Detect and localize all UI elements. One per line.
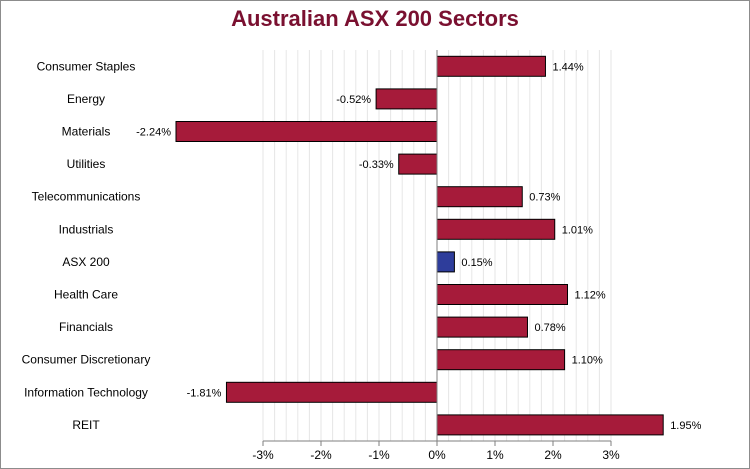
bar-materials	[175, 121, 438, 142]
category-label: Information Technology	[24, 385, 148, 399]
category-label: Materials	[62, 125, 111, 139]
category-label: Financials	[59, 320, 113, 334]
category-label: Utilities	[67, 157, 106, 171]
x-tick-label: -2%	[310, 448, 332, 462]
data-label: -0.33%	[359, 159, 394, 171]
bar-consumer-staples	[436, 55, 546, 77]
x-tick-label: -1%	[368, 448, 390, 462]
category-label: Energy	[67, 92, 105, 106]
bar-energy	[375, 88, 438, 110]
bar-consumer-discretionary	[436, 349, 566, 371]
data-label: 1.95%	[670, 420, 701, 432]
bar-financials	[436, 316, 528, 338]
data-label: 0.73%	[529, 192, 560, 204]
bar-industrials	[436, 218, 556, 240]
data-label: 1.12%	[575, 290, 606, 302]
bar-health-care	[436, 284, 568, 305]
bar-asx-200	[436, 251, 455, 273]
chart-title: Australian ASX 200 Sectors	[231, 6, 519, 31]
bar-information-technology	[225, 381, 438, 403]
data-label: 1.01%	[562, 224, 593, 236]
data-label: 1.44%	[552, 61, 583, 73]
category-label: Health Care	[54, 288, 118, 302]
bar-reit	[436, 414, 664, 436]
bar-telecommunications	[436, 186, 523, 208]
category-label: ASX 200	[62, 255, 110, 269]
category-label: Industrials	[59, 222, 114, 236]
x-tick-label: 1%	[486, 448, 504, 462]
data-label: 0.15%	[461, 257, 492, 269]
data-label: -1.81%	[187, 387, 222, 399]
x-tick-label: 3%	[602, 448, 620, 462]
category-label: Consumer Discretionary	[22, 353, 151, 367]
category-label: REIT	[72, 418, 100, 432]
data-label: 0.78%	[534, 322, 565, 334]
data-label: -0.52%	[336, 94, 371, 106]
bar-utilities	[398, 153, 438, 175]
x-tick-label: -3%	[252, 448, 274, 462]
category-label: Telecommunications	[32, 190, 141, 204]
category-label: Consumer Staples	[37, 59, 136, 73]
data-label: -2.24%	[136, 127, 171, 139]
x-tick-label: 2%	[544, 448, 562, 462]
data-label: 1.10%	[572, 355, 603, 367]
x-tick-label: 0%	[428, 448, 446, 462]
